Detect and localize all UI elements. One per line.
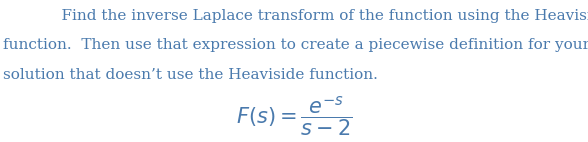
Text: Find the inverse Laplace transform of the function using the Heaviside: Find the inverse Laplace transform of th… [3, 9, 588, 23]
Text: $F(s) = \dfrac{e^{-s}}{s-2}$: $F(s) = \dfrac{e^{-s}}{s-2}$ [236, 94, 352, 139]
Text: solution that doesn’t use the Heaviside function.: solution that doesn’t use the Heaviside … [3, 68, 378, 82]
Text: function.  Then use that expression to create a piecewise definition for your: function. Then use that expression to cr… [3, 38, 588, 52]
